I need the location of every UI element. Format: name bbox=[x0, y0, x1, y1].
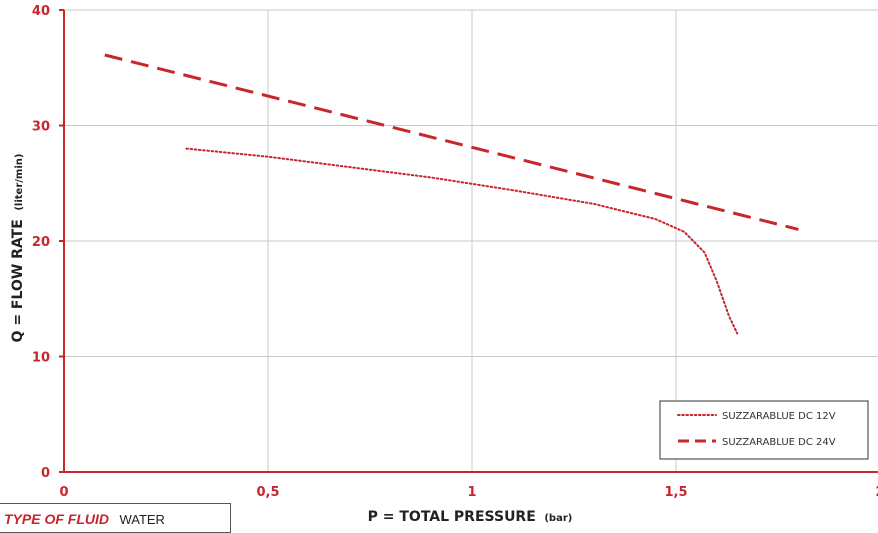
fluid-type-box: TYPE OF FLUID WATER bbox=[0, 503, 231, 533]
fluid-type-value: WATER bbox=[119, 512, 165, 527]
series-line-2 bbox=[105, 55, 799, 229]
x-axis-label: P = TOTAL PRESSURE bbox=[368, 509, 536, 525]
y-axis-title: Q = FLOW RATE (liter/min) bbox=[7, 154, 26, 343]
y-tick-label: 40 bbox=[32, 4, 50, 19]
legend: SUZZARABLUE DC 12V SUZZARABLUE DC 24V bbox=[660, 401, 868, 459]
y-tick-label: 20 bbox=[32, 235, 50, 250]
x-tick-label: 1 bbox=[467, 485, 476, 500]
fluid-type-label: TYPE OF FLUID bbox=[4, 511, 109, 527]
y-tick-label: 30 bbox=[32, 120, 50, 135]
y-tick-label: 0 bbox=[41, 466, 50, 481]
x-tick-label: 0 bbox=[59, 485, 68, 500]
legend-label-1: SUZZARABLUE DC 12V bbox=[722, 411, 836, 422]
legend-box bbox=[660, 401, 868, 459]
x-tick-label: 0,5 bbox=[256, 485, 279, 500]
legend-label-2: SUZZARABLUE DC 24V bbox=[722, 437, 836, 448]
y-axis-unit: (liter/min) bbox=[14, 154, 25, 211]
x-axis-title: P = TOTAL PRESSURE (bar) bbox=[368, 506, 573, 525]
y-tick-label: 10 bbox=[32, 351, 50, 366]
series-lines bbox=[105, 55, 799, 333]
x-axis-unit: (bar) bbox=[544, 513, 572, 524]
x-tick-label: 1,5 bbox=[664, 485, 687, 500]
y-axis-label: Q = FLOW RATE bbox=[10, 219, 26, 342]
